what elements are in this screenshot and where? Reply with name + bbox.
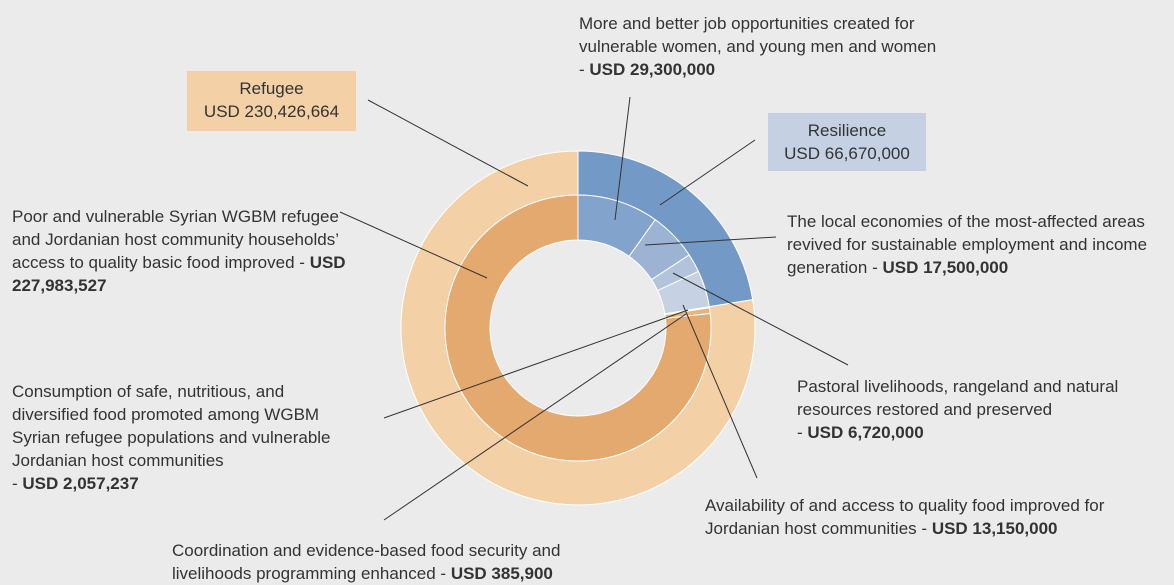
leader-line xyxy=(383,309,689,419)
category: Refugee xyxy=(239,79,304,98)
leader-line xyxy=(672,272,849,366)
separator: - xyxy=(440,564,447,583)
leader-line xyxy=(614,96,631,221)
value-label: USD 13,150,000 xyxy=(931,519,1058,538)
leader-line xyxy=(659,139,756,206)
leader-line xyxy=(367,99,529,187)
category: More and better job opportunities create… xyxy=(579,14,937,56)
segment-label: The local economies of the most-affected… xyxy=(787,210,1172,279)
separator: - xyxy=(299,253,305,272)
category: Availability of and access to quality fo… xyxy=(705,496,1105,538)
value-label: USD 66,670,000 xyxy=(784,144,910,163)
segment-label: Coordination and evidence-based food sec… xyxy=(172,539,627,585)
leader-line xyxy=(383,313,687,521)
separator: - xyxy=(797,423,803,442)
value-label: USD 2,057,237 xyxy=(22,474,139,493)
value-label: USD 385,900 xyxy=(450,564,553,583)
segment-label: More and better job opportunities create… xyxy=(579,12,989,81)
category: Resilience xyxy=(807,121,887,140)
category: Pastoral livelihoods, rangeland and natu… xyxy=(797,377,1119,419)
leader-line xyxy=(339,211,488,279)
outer-label: Resilience USD 66,670,000 xyxy=(768,113,926,171)
segment-label: Consumption of safe, nutritious, and div… xyxy=(12,380,362,495)
separator: - xyxy=(921,519,928,538)
separator: - xyxy=(12,474,18,493)
category: Coordination and evidence-based food sec… xyxy=(172,541,561,583)
segment-label: Poor and vulnerable Syrian WGBM refugee … xyxy=(12,205,357,297)
category: Consumption of safe, nutritious, and div… xyxy=(12,382,331,470)
value-label: USD 6,720,000 xyxy=(807,423,924,442)
separator: - xyxy=(872,258,878,277)
leader-line xyxy=(682,304,758,479)
outer-label: Refugee USD 230,426,664 xyxy=(187,71,356,131)
segment-label: Pastoral livelihoods, rangeland and natu… xyxy=(797,375,1167,444)
value-label: USD 29,300,000 xyxy=(589,60,716,79)
value-label: USD 227,983,527 xyxy=(12,253,346,295)
value-label: USD 17,500,000 xyxy=(882,258,1009,277)
category: The local economies of the most-affected… xyxy=(787,212,1148,277)
category: Poor and vulnerable Syrian WGBM refugee … xyxy=(12,207,339,272)
leader-line xyxy=(644,236,777,246)
inner-segment xyxy=(444,194,712,462)
separator: - xyxy=(579,60,585,79)
rings xyxy=(400,150,756,506)
value-label: USD 230,426,664 xyxy=(203,102,340,121)
segment-label: Availability of and access to quality fo… xyxy=(705,494,1170,540)
